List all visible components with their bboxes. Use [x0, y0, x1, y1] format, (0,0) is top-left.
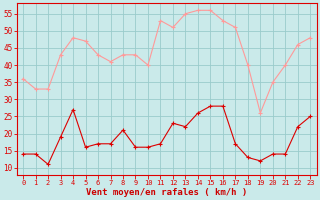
X-axis label: Vent moyen/en rafales ( km/h ): Vent moyen/en rafales ( km/h ): [86, 188, 247, 197]
